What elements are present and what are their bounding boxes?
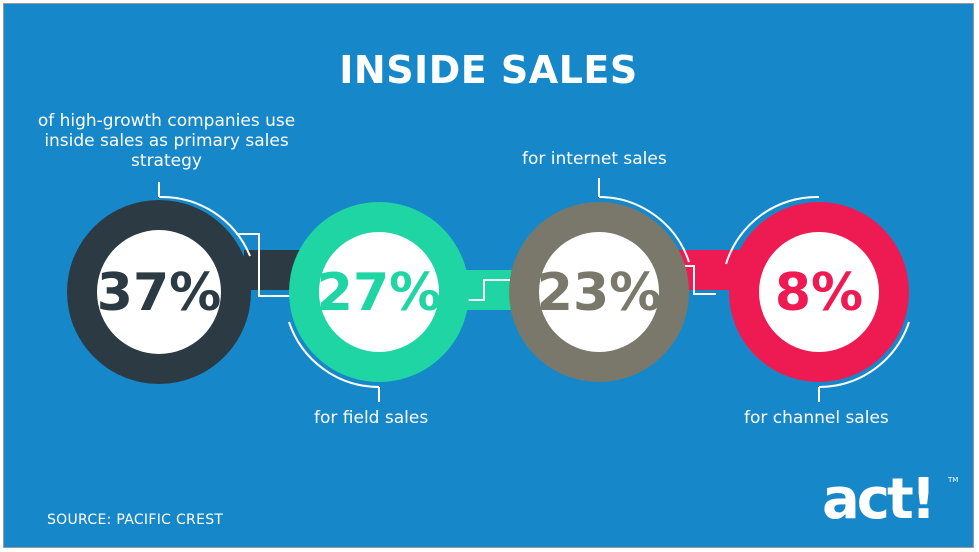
- act-logo: act!: [822, 467, 936, 532]
- stat-value-1: 37%: [97, 263, 221, 323]
- connector-line-2: [464, 279, 510, 301]
- trademark-mark: TM: [948, 476, 959, 484]
- leader-arc-2: [288, 321, 380, 388]
- leader-arc-4: [818, 321, 910, 388]
- stat-value-2: 27%: [317, 263, 441, 323]
- leader-arc-4b: [725, 195, 820, 265]
- stat-disc-2: [319, 232, 439, 352]
- connector-line-3: [684, 265, 716, 295]
- leader-arc-3: [598, 196, 690, 263]
- stat-label-4: for channel sales: [744, 408, 889, 428]
- source-note: SOURCE: PACIFIC CREST: [47, 512, 224, 528]
- stat-label-1: of high-growth companies use inside sale…: [37, 111, 296, 171]
- stat-value-4: 8%: [775, 263, 863, 323]
- stat-value-3: 23%: [537, 263, 661, 323]
- connector-line-1: [236, 233, 296, 297]
- infographic-panel: INSIDE SALES 37% 27% 23%: [3, 3, 974, 548]
- leader-arc-1: [158, 195, 251, 257]
- stat-disc-3: [539, 232, 659, 352]
- stat-disc-4: [759, 232, 879, 352]
- page-title: INSIDE SALES: [339, 48, 638, 92]
- stat-disc-1: [97, 230, 221, 354]
- stats-graphic: 37% 27% 23% 8%: [67, 178, 910, 402]
- stat-label-2: for field sales: [314, 408, 429, 428]
- stat-label-3: for internet sales: [522, 149, 667, 169]
